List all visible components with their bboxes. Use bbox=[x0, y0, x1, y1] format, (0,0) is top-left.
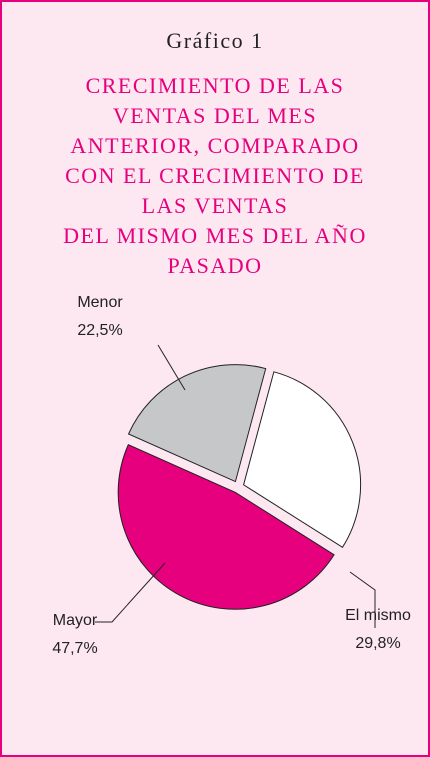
slice-label: Mayor bbox=[53, 612, 98, 629]
chart-title: CON EL CRECIMIENTO DE bbox=[65, 163, 365, 188]
slice-label: El mismo bbox=[345, 607, 411, 624]
chart-title: VENTAS DEL MES bbox=[113, 103, 317, 128]
pie-slice bbox=[127, 364, 267, 483]
value-label: 22,5% bbox=[77, 322, 122, 339]
slice-label: Menor bbox=[77, 294, 123, 311]
pie-slice bbox=[243, 371, 362, 548]
value-label: 29,8% bbox=[355, 635, 400, 652]
leader-line bbox=[349, 571, 376, 628]
chart-title: CRECIMIENTO DE LAS bbox=[86, 73, 345, 98]
chart-title: DEL MISMO MES DEL AÑO bbox=[63, 223, 367, 248]
chart-title: ANTERIOR, COMPARADO bbox=[70, 133, 359, 158]
chart-label: Gráfico 1 bbox=[166, 28, 263, 53]
chart-title: LAS VENTAS bbox=[142, 193, 289, 218]
chart-title: PASADO bbox=[167, 253, 262, 278]
value-label: 47,7% bbox=[52, 640, 97, 657]
leader-line bbox=[157, 344, 186, 391]
leader-line bbox=[95, 562, 166, 623]
pie-slice bbox=[117, 444, 335, 610]
